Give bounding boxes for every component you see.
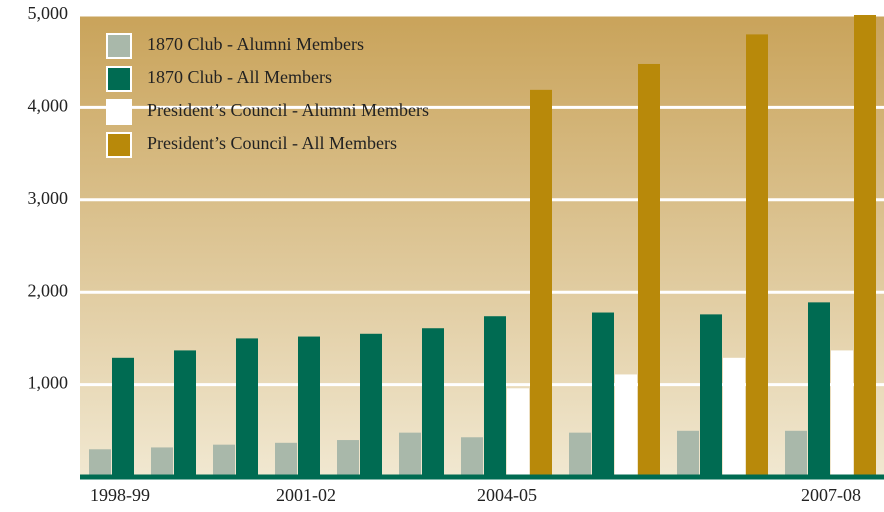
bar — [484, 316, 506, 477]
bar — [638, 63, 660, 478]
y-tick-label: 3,000 — [28, 188, 69, 208]
legend-swatch — [106, 33, 132, 59]
legend-label: 1870 Club - All Members — [147, 67, 332, 87]
bar — [723, 357, 745, 477]
bar — [236, 338, 258, 477]
legend-swatch — [106, 66, 132, 92]
bar — [746, 34, 768, 478]
bar — [422, 328, 444, 477]
bar — [592, 312, 614, 477]
bar — [275, 442, 297, 477]
bar — [677, 430, 699, 477]
legend-label: 1870 Club - Alumni Members — [147, 34, 364, 54]
bar — [461, 437, 483, 477]
bar — [785, 430, 807, 477]
x-tick-label: 2004-05 — [477, 485, 537, 505]
bar — [399, 432, 421, 477]
y-tick-label: 2,000 — [28, 280, 69, 300]
legend-label: President’s Council - Alumni Members — [147, 100, 429, 120]
bar — [213, 444, 235, 477]
y-tick-label: 4,000 — [28, 96, 69, 116]
bar — [360, 333, 382, 477]
x-tick-label: 1998-99 — [90, 485, 150, 505]
bar — [151, 447, 173, 477]
x-tick-label: 2007-08 — [801, 485, 861, 505]
bar — [615, 374, 637, 477]
bar — [298, 336, 320, 477]
bar — [112, 357, 134, 477]
legend-swatch — [106, 99, 132, 125]
bar — [854, 15, 876, 477]
y-tick-label: 5,000 — [28, 3, 69, 23]
bar — [337, 440, 359, 477]
bar — [89, 449, 111, 477]
y-tick-label: 1,000 — [28, 373, 69, 393]
legend-label: President’s Council - All Members — [147, 133, 397, 153]
bar — [808, 302, 830, 477]
bar — [831, 350, 853, 477]
bar — [530, 89, 552, 478]
bar — [700, 314, 722, 477]
bar — [174, 350, 196, 477]
bar — [569, 432, 591, 477]
x-tick-label: 2001-02 — [276, 485, 336, 505]
legend-swatch — [106, 132, 132, 158]
bar — [507, 388, 529, 477]
